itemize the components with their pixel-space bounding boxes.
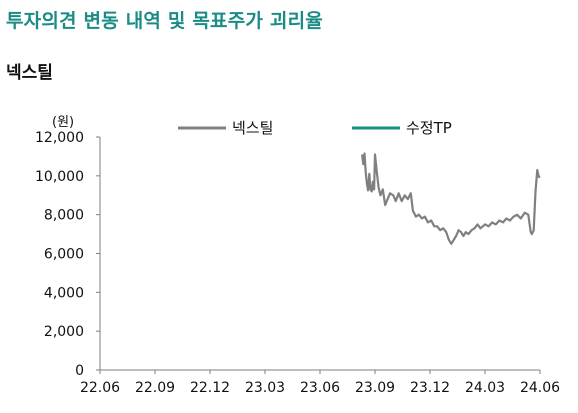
y-tick-label: 4,000 (44, 285, 84, 301)
x-tick-label: 24.03 (465, 380, 505, 396)
x-tick-label: 23.06 (300, 380, 340, 396)
x-axis-ticks: 22.06 22.09 22.12 23.03 23.06 23.09 23.12 24.03… (80, 370, 560, 396)
chart-legend: 넥스틸 수정TP (178, 119, 452, 137)
x-tick-label: 23.03 (245, 380, 285, 396)
y-tick-label: 10,000 (35, 169, 84, 185)
company-name: 넥스틸 (6, 63, 53, 83)
legend-label: 수정TP (406, 119, 452, 137)
y-tick-label: 2,000 (44, 324, 84, 340)
y-unit-label: (원) (52, 115, 74, 130)
x-tick-label: 23.09 (355, 380, 395, 396)
y-tick-label: 6,000 (44, 247, 84, 263)
y-tick-label: 12,000 (35, 130, 84, 146)
x-tick-label: 22.12 (190, 380, 230, 396)
legend-label: 넥스틸 (232, 119, 273, 137)
series-line-1 (361, 152, 541, 245)
x-tick-label: 23.12 (410, 380, 450, 396)
chart-axes (99, 137, 540, 371)
y-axis-ticks: 0 2,000 4,000 6,000 8,000 10,000 12,000 (35, 130, 100, 379)
y-tick-label: 8,000 (44, 208, 84, 224)
x-tick-label: 24.06 (520, 380, 560, 396)
report-title: 투자의견 변동 내역 및 목표주가 괴리율 (6, 10, 323, 32)
x-tick-label: 22.06 (80, 380, 120, 396)
x-tick-label: 22.09 (135, 380, 175, 396)
chart-series (361, 152, 541, 245)
y-tick-label: 0 (75, 363, 84, 379)
